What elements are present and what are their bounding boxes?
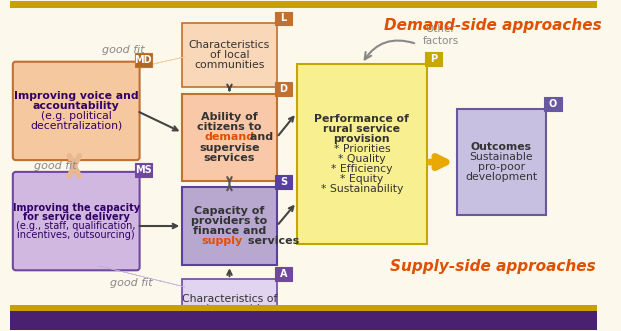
Text: O: O [549,99,557,109]
Text: * Equity: * Equity [340,174,384,184]
Text: service providers: service providers [183,304,276,314]
Polygon shape [98,266,185,287]
Bar [135,53,152,67]
Text: finance and: finance and [193,226,266,236]
Text: Performance of: Performance of [314,114,409,124]
Text: Ability of: Ability of [201,112,258,122]
Bar [297,64,427,244]
Text: Outcomes: Outcomes [471,142,532,152]
Bar [275,175,292,189]
Text: good fit: good fit [110,278,152,288]
Bar [275,267,292,281]
Text: good fit: good fit [102,45,145,55]
Text: services: services [204,153,255,163]
Text: rural service: rural service [324,124,401,134]
Text: MD: MD [135,55,152,65]
Text: Demand-side approaches: Demand-side approaches [384,18,601,33]
Text: * Quality: * Quality [338,154,386,164]
Text: A: A [279,269,287,279]
Text: and: and [247,132,274,142]
Text: decentralization): decentralization) [30,121,122,131]
Text: (e.g., staff, qualification,: (e.g., staff, qualification, [17,220,136,231]
Text: P: P [430,54,437,64]
Text: good fit: good fit [34,161,77,171]
Text: supervise: supervise [199,143,260,153]
Text: providers to: providers to [191,216,268,226]
Bar [10,1,597,8]
Bar [182,187,277,265]
Bar [135,163,152,177]
Bar [545,97,561,111]
Polygon shape [79,57,185,81]
Text: * Sustainability: * Sustainability [320,184,403,194]
Bar [425,52,442,66]
Text: pro-poor: pro-poor [478,162,525,172]
Text: Capacity of: Capacity of [194,206,265,216]
Bar [10,305,597,310]
Text: demand: demand [204,132,255,142]
FancyBboxPatch shape [13,62,140,160]
Text: MS: MS [135,165,152,175]
Bar [275,82,292,96]
Text: * Efficiency: * Efficiency [331,164,392,174]
Text: S: S [280,177,287,187]
FancyBboxPatch shape [13,172,140,270]
Text: provision: provision [333,134,390,144]
Text: Improving voice and: Improving voice and [14,91,138,101]
Text: Supply-side approaches: Supply-side approaches [389,259,596,274]
Text: * Priorities: * Priorities [333,144,390,154]
Text: (e.g. political: (e.g. political [41,111,112,121]
Bar [182,23,277,87]
Text: of local: of local [210,50,249,60]
Bar [275,12,292,25]
Text: D: D [279,84,288,94]
Bar [10,309,597,330]
Text: Other
factors: Other factors [422,24,458,46]
Text: incentives, outsourcing): incentives, outsourcing) [17,229,135,240]
Bar [456,109,546,215]
Text: L: L [280,13,286,24]
Text: development: development [465,172,538,182]
Bar [182,94,277,181]
Text: Characteristics of: Characteristics of [182,294,277,304]
Text: communities: communities [194,60,265,70]
Bar [182,279,277,328]
Text: supply: supply [201,236,243,246]
Text: for service delivery: for service delivery [23,212,130,222]
Text: citizens to: citizens to [197,122,261,132]
Text: Characteristics: Characteristics [189,40,270,50]
Text: Improving the capacity: Improving the capacity [12,203,140,213]
Text: Sustainable: Sustainable [469,152,533,162]
Text: accountability: accountability [33,101,120,111]
Text: services: services [243,236,299,246]
